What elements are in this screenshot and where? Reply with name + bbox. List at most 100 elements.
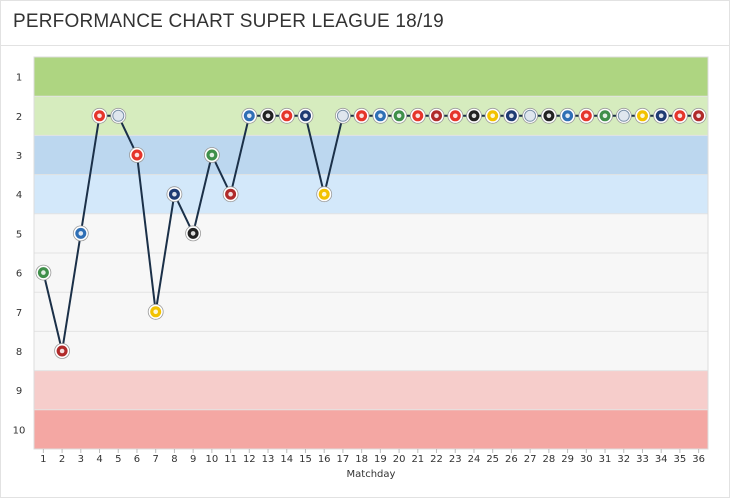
data-point[interactable] (672, 107, 688, 124)
x-tick-label: 13 (262, 454, 275, 465)
club-logo-emblem (209, 152, 215, 158)
data-point[interactable] (372, 107, 389, 124)
y-tick-label: 5 (16, 229, 22, 240)
data-point[interactable] (222, 186, 239, 203)
club-logo-emblem (378, 113, 383, 119)
data-point[interactable] (166, 186, 183, 203)
data-point[interactable] (147, 303, 164, 320)
club-logo-emblem (247, 113, 252, 119)
data-point[interactable] (541, 107, 557, 124)
club-logo-fill (337, 110, 349, 122)
data-point[interactable] (35, 264, 52, 281)
club-logo-emblem (471, 113, 477, 119)
x-axis-ticks: 1 2 3 4 5 6 7 8 9 10 11 12 13 14 15 16 17 18 19 20 21 22 23 24 2… (40, 449, 705, 465)
club-logo-emblem (565, 113, 570, 119)
club-logo-ring (617, 109, 630, 122)
data-point[interactable] (185, 225, 202, 242)
rank-band-5 (34, 213, 708, 253)
club-logo-fill (618, 110, 630, 122)
x-tick-label: 28 (542, 454, 555, 465)
data-point[interactable] (466, 107, 482, 124)
data-point[interactable] (578, 107, 595, 124)
club-logo-emblem (228, 191, 233, 197)
y-tick-label: 8 (16, 347, 22, 358)
plot-border (33, 56, 709, 450)
rank-band-10 (34, 409, 708, 449)
data-point[interactable] (297, 107, 314, 124)
data-points (35, 107, 707, 359)
x-tick-label: 20 (393, 454, 406, 465)
data-point[interactable] (428, 107, 445, 124)
club-logo-fill (524, 110, 536, 122)
data-point[interactable] (353, 107, 370, 124)
club-logo-emblem (172, 191, 177, 197)
data-point[interactable] (203, 147, 220, 163)
data-point[interactable] (615, 107, 632, 124)
club-logo-fill (112, 110, 124, 122)
x-tick-label: 3 (78, 454, 84, 465)
data-point[interactable] (54, 343, 70, 359)
club-logo-emblem (190, 231, 196, 236)
club-logo-ring (524, 109, 537, 122)
x-tick-label: 29 (561, 454, 574, 465)
x-axis-label: Matchday (347, 469, 396, 480)
rank-band-3 (34, 135, 708, 175)
y-tick-label: 2 (16, 112, 22, 123)
x-tick-label: 1 (40, 454, 46, 465)
data-point[interactable] (522, 107, 538, 124)
data-point[interactable] (391, 107, 408, 124)
data-point[interactable] (597, 107, 613, 124)
club-logo-emblem (453, 113, 458, 119)
x-tick-label: 33 (636, 454, 649, 465)
data-point[interactable] (653, 107, 670, 124)
club-logo-emblem (59, 348, 65, 354)
club-logo-emblem (415, 113, 421, 119)
x-tick-label: 21 (411, 454, 424, 465)
club-logo-ring (112, 109, 125, 122)
data-point[interactable] (447, 107, 464, 124)
x-tick-label: 25 (486, 454, 499, 465)
chart-header: PERFORMANCE CHART SUPER LEAGUE 18/19 (1, 1, 729, 46)
data-point[interactable] (72, 225, 89, 242)
data-point[interactable] (129, 147, 145, 163)
x-tick-label: 15 (299, 454, 312, 465)
x-tick-label: 8 (171, 454, 177, 465)
data-point[interactable] (260, 107, 276, 124)
data-point[interactable] (559, 107, 576, 124)
data-point[interactable] (241, 107, 258, 124)
club-logo-emblem (303, 113, 308, 119)
chart-title: PERFORMANCE CHART SUPER LEAGUE 18/19 (13, 11, 444, 32)
x-tick-label: 12 (243, 454, 256, 465)
x-tick-label: 24 (468, 454, 481, 465)
club-logo-emblem (41, 270, 46, 275)
y-tick-label: 10 (13, 425, 26, 436)
club-logo-emblem (97, 113, 102, 119)
y-tick-label: 7 (16, 308, 22, 319)
y-tick-label: 9 (16, 386, 22, 397)
x-tick-label: 35 (674, 454, 687, 465)
data-point[interactable] (690, 107, 707, 124)
data-point[interactable] (503, 107, 520, 124)
data-point[interactable] (91, 107, 108, 124)
club-logo-emblem (677, 113, 683, 119)
club-logo-emblem (78, 231, 84, 236)
club-logo-emblem (696, 113, 701, 119)
club-logo-emblem (396, 113, 402, 119)
rank-band-1 (34, 57, 708, 97)
x-tick-label: 34 (655, 454, 668, 465)
x-tick-label: 9 (190, 454, 196, 465)
data-point[interactable] (278, 107, 295, 124)
data-point[interactable] (334, 107, 351, 124)
x-tick-label: 4 (96, 454, 102, 465)
data-point[interactable] (316, 186, 333, 203)
data-point[interactable] (110, 107, 127, 124)
data-point[interactable] (484, 107, 501, 124)
y-tick-label: 3 (16, 151, 22, 162)
rank-band-9 (34, 370, 708, 410)
data-point[interactable] (409, 107, 426, 124)
x-tick-label: 7 (153, 454, 159, 465)
x-tick-label: 5 (115, 454, 121, 465)
club-logo-emblem (434, 113, 439, 119)
data-point[interactable] (634, 107, 651, 124)
club-logo-emblem (153, 309, 158, 315)
